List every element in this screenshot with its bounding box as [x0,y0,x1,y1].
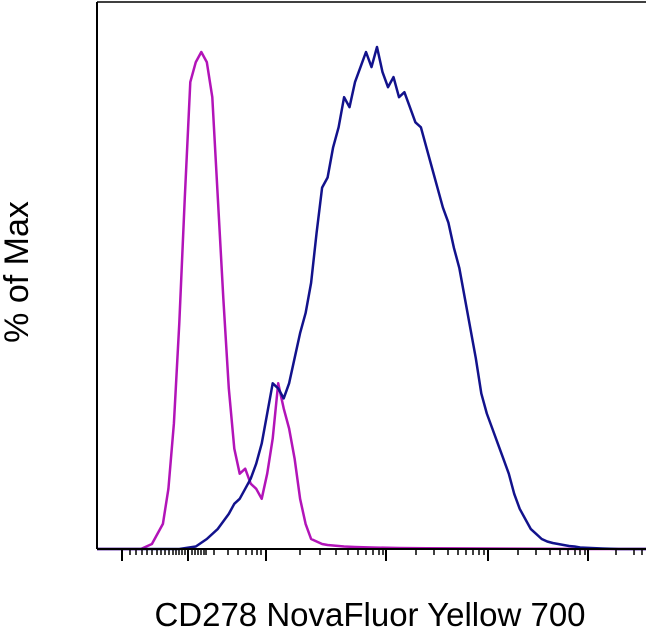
y-axis-label: % of Max [0,201,36,343]
histogram-series-1 [97,50,646,551]
plot-lines [97,45,646,551]
x-axis-label: CD278 NovaFluor Yellow 700 [154,596,585,633]
histogram-series-2 [97,45,646,551]
